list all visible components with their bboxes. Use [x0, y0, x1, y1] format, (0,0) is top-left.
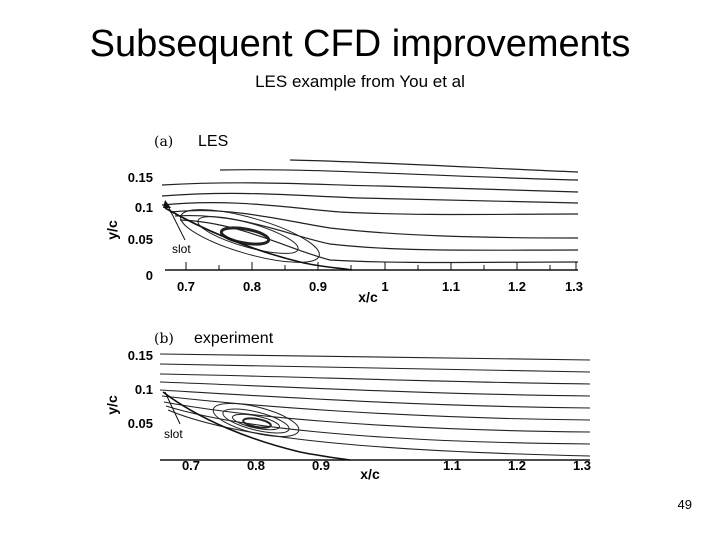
les-y-tick-label: 0.15: [128, 170, 153, 185]
les-x-tick-label: 0.7: [177, 279, 195, 294]
les-x-tick-label: 1.2: [508, 279, 526, 294]
les-x-ticks: [185, 262, 577, 270]
experiment-x-tick-label: 0.9: [312, 458, 330, 473]
experiment-airfoil-surface: [160, 391, 590, 461]
experiment-x-tick-label: 0.8: [247, 458, 265, 473]
les-slot-pointer: [163, 200, 186, 241]
slide-subtitle: LES example from You et al: [255, 72, 465, 91]
les-y-tick-label: 0.1: [135, 200, 153, 215]
experiment-x-axis-title: x/c: [360, 466, 380, 482]
experiment-slot-label: slot: [164, 427, 183, 441]
les-slot-label: slot: [172, 242, 191, 256]
les-x-tick-label: 1.1: [442, 279, 460, 294]
les-x-tick-label: 0.9: [309, 279, 327, 294]
les-streamlines: [161, 159, 579, 264]
panel-b-name: experiment: [194, 330, 274, 347]
experiment-x-tick-label: 1.2: [508, 458, 526, 473]
experiment-y-tick-label: 0.1: [135, 382, 153, 397]
experiment-x-tick-label: 1.3: [573, 458, 591, 473]
experiment-y-tick-label: 0.05: [128, 416, 153, 431]
panel-a-label: (a): [154, 134, 174, 150]
svg-text:y/c: y/c: [104, 220, 120, 240]
panel-b-label: (b): [154, 331, 174, 347]
experiment-slot-pointer: [164, 391, 181, 425]
les-airfoil-surface: [164, 207, 578, 271]
svg-text:y/c: y/c: [104, 395, 120, 415]
les-y-axis-title: y/c: [104, 220, 120, 240]
experiment-x-tick-label: 0.7: [182, 458, 200, 473]
les-y-tick-label: 0: [146, 268, 153, 283]
les-x-tick-label: 0.8: [243, 279, 261, 294]
les-x-tick-label: 1.3: [565, 279, 583, 294]
les-x-tick-label: 1: [381, 279, 388, 294]
les-y-tick-label: 0.05: [128, 232, 153, 247]
slide-title: Subsequent CFD improvements: [89, 23, 631, 65]
experiment-recirculation-contours: [212, 402, 300, 438]
experiment-streamlines: [159, 353, 591, 457]
experiment-x-tick-label: 1.1: [443, 458, 461, 473]
experiment-y-tick-label: 0.15: [128, 348, 153, 363]
les-x-axis-title: x/c: [358, 289, 378, 305]
panel-a-name: LES: [198, 133, 229, 150]
page-number: 49: [677, 497, 692, 512]
experiment-y-axis-title: y/c: [104, 395, 120, 415]
